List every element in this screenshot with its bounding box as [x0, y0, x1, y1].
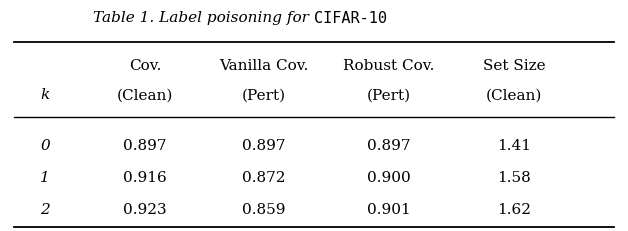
Text: Set Size: Set Size — [483, 58, 545, 72]
Text: 0.901: 0.901 — [367, 202, 411, 216]
Text: 0.897: 0.897 — [242, 138, 286, 152]
Text: 0.923: 0.923 — [123, 202, 167, 216]
Text: 1.62: 1.62 — [497, 202, 531, 216]
Text: (Clean): (Clean) — [117, 88, 173, 102]
Text: 1: 1 — [40, 170, 50, 184]
Text: 1.58: 1.58 — [497, 170, 531, 184]
Text: (Pert): (Pert) — [367, 88, 411, 102]
Text: 0.872: 0.872 — [242, 170, 286, 184]
Text: CIFAR-10: CIFAR-10 — [314, 11, 387, 25]
Text: Vanilla Cov.: Vanilla Cov. — [219, 58, 309, 72]
Text: Table 1. Label poisoning for: Table 1. Label poisoning for — [93, 11, 314, 24]
Text: 0.916: 0.916 — [123, 170, 167, 184]
Text: 2: 2 — [40, 202, 50, 216]
Text: 1.41: 1.41 — [497, 138, 531, 152]
Text: 0.897: 0.897 — [367, 138, 411, 152]
Text: 0.900: 0.900 — [367, 170, 411, 184]
Text: 0.859: 0.859 — [242, 202, 286, 216]
Text: (Clean): (Clean) — [486, 88, 542, 102]
Text: 0.897: 0.897 — [124, 138, 167, 152]
Text: (Pert): (Pert) — [242, 88, 286, 102]
Text: 0: 0 — [40, 138, 50, 152]
Text: Robust Cov.: Robust Cov. — [344, 58, 435, 72]
Text: Cov.: Cov. — [129, 58, 161, 72]
Text: k: k — [41, 88, 50, 102]
